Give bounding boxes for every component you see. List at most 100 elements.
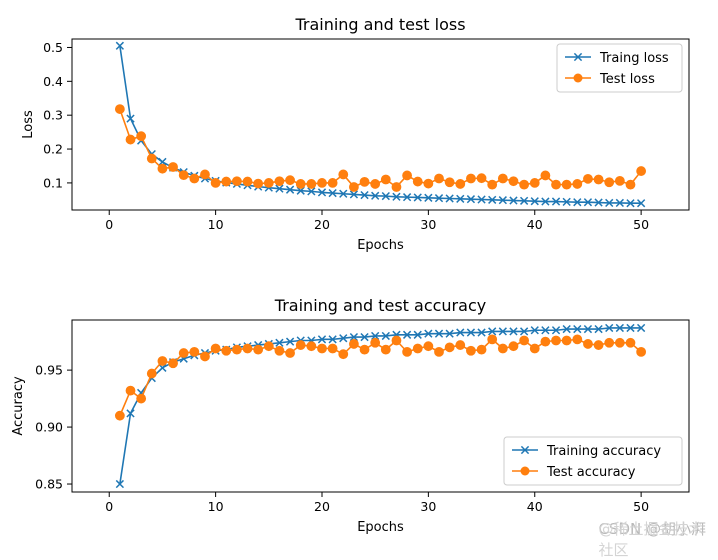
data-point (572, 334, 583, 345)
data-point (178, 170, 189, 181)
data-point (497, 343, 508, 354)
legend-box (556, 43, 683, 93)
x-tick-label: 30 (420, 217, 436, 232)
y-tick-label: 0.2 (43, 142, 63, 157)
data-point (253, 344, 264, 355)
data-point (317, 343, 327, 354)
data-point (444, 177, 455, 188)
data-point (338, 169, 349, 180)
data-point (381, 331, 390, 341)
data-point (157, 163, 168, 174)
data-point (593, 340, 604, 350)
data-point (126, 114, 135, 123)
data-point (231, 344, 242, 355)
data-point (509, 196, 518, 205)
data-point (424, 193, 433, 202)
data-point (445, 194, 454, 203)
data-point (466, 195, 476, 204)
data-point (402, 330, 412, 339)
data-point (168, 162, 178, 172)
data-point (487, 334, 498, 345)
data-point (488, 327, 497, 336)
x-tick-label: 10 (208, 217, 224, 232)
data-point (530, 326, 539, 335)
data-point (327, 343, 338, 354)
x-tick-label: 40 (527, 499, 543, 514)
data-point (168, 358, 178, 369)
y-tick-label: 0.1 (43, 175, 63, 190)
data-point (636, 323, 646, 333)
data-point (434, 329, 444, 338)
data-point (573, 324, 582, 334)
data-point (562, 324, 571, 334)
data-point (189, 346, 200, 357)
watermark-csdn: CSDN @胡小湃 (598, 520, 706, 538)
data-point (158, 157, 167, 167)
chart-title: Training and test accuracy (274, 296, 486, 315)
chart-accuracy: Training and test accuracy 0 10 20 30 40 50 0.8… (11, 296, 690, 535)
data-point (317, 335, 327, 344)
y-tick-label: 0.90 (35, 420, 63, 435)
data-point (307, 187, 316, 196)
data-point (370, 337, 381, 348)
data-point (487, 179, 498, 190)
data-point (625, 179, 636, 190)
legend-label: Test loss (599, 72, 655, 87)
legend-label: Test accuracy (546, 465, 636, 480)
data-point (371, 191, 380, 200)
data-point (477, 195, 486, 204)
data-point (423, 341, 434, 352)
data-point (561, 179, 572, 190)
data-point (392, 192, 401, 201)
watermark-juejin: @稀土掘金技术社区 (598, 520, 704, 559)
data-point (136, 393, 147, 404)
data-point (477, 328, 486, 337)
data-point (285, 348, 295, 358)
data-point (498, 196, 507, 205)
data-point (626, 323, 635, 333)
data-point (158, 363, 167, 372)
data-point (296, 186, 305, 195)
data-point (359, 176, 370, 187)
legend-label: Traing loss (599, 51, 669, 66)
data-point (604, 177, 615, 188)
data-point (115, 479, 125, 489)
data-point (126, 409, 135, 418)
series-line (119, 108, 642, 188)
data-point (625, 337, 636, 348)
data-point (349, 182, 359, 192)
x-tick-label: 20 (314, 217, 330, 232)
data-point (231, 176, 242, 187)
data-point (114, 410, 125, 421)
legend-marker (520, 466, 530, 476)
data-point (380, 174, 391, 185)
data-point (338, 349, 349, 360)
data-point (146, 153, 157, 164)
data-point (253, 178, 264, 189)
data-point (317, 178, 327, 188)
data-point (136, 131, 147, 142)
data-point (636, 346, 647, 357)
data-point (402, 346, 412, 357)
data-point (455, 340, 466, 350)
x-tick-label: 0 (105, 217, 113, 232)
legend-marker (520, 445, 530, 455)
data-point (423, 178, 434, 189)
data-point (115, 41, 125, 50)
data-point (434, 173, 444, 184)
data-point (583, 173, 593, 184)
data-point (529, 178, 540, 188)
data-point (562, 197, 571, 207)
data-point (615, 323, 624, 333)
data-point (349, 339, 359, 349)
data-point (488, 195, 497, 204)
data-point (381, 191, 390, 201)
x-tick-label: 30 (420, 499, 436, 514)
data-point (317, 188, 327, 197)
data-point (444, 342, 455, 353)
data-point (476, 344, 487, 355)
data-point (614, 337, 625, 348)
x-tick-label: 50 (633, 217, 649, 232)
y-axis-label: Accuracy (11, 376, 26, 436)
